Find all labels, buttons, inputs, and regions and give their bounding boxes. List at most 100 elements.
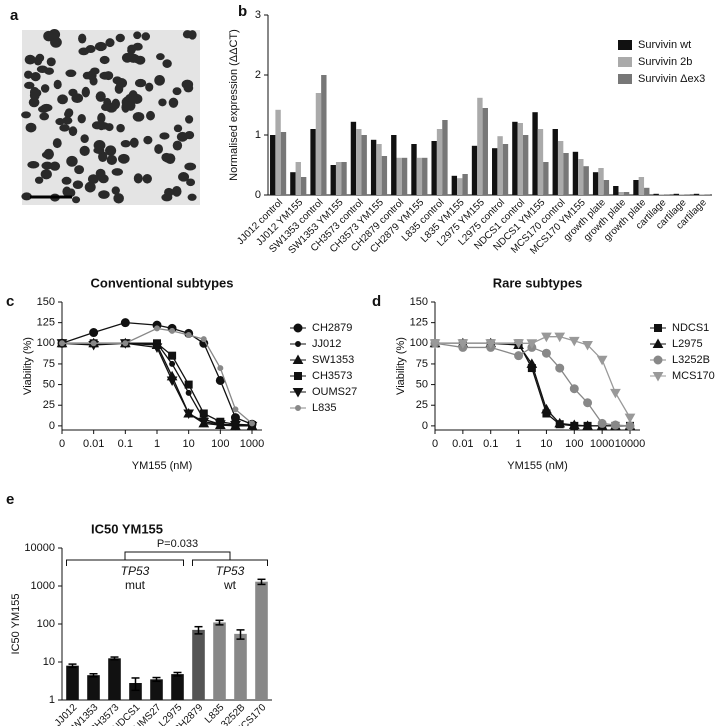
y-tick-label: 50	[416, 378, 428, 390]
cell	[39, 112, 50, 121]
cell	[64, 110, 73, 118]
bar	[658, 194, 665, 195]
cell	[34, 176, 44, 184]
cell	[78, 47, 90, 56]
cell	[185, 115, 194, 124]
chart-title: IC50 YM155	[91, 521, 163, 536]
bar	[664, 194, 670, 195]
cell	[62, 186, 72, 197]
marker	[199, 409, 208, 418]
bar	[492, 148, 498, 195]
x-tick-label: 10000	[615, 438, 646, 450]
legend-label: L835	[312, 402, 336, 414]
bar	[552, 129, 558, 195]
legend-marker	[652, 338, 664, 348]
error-bar	[173, 671, 182, 677]
marker	[217, 365, 224, 372]
cell	[24, 54, 36, 65]
cell	[133, 31, 142, 40]
error-bar	[68, 663, 77, 669]
cell	[162, 59, 172, 68]
cell	[36, 65, 49, 74]
y-tick-label: 1	[255, 129, 261, 141]
cell	[21, 192, 32, 201]
cell	[111, 186, 120, 195]
bar	[361, 135, 367, 195]
cell	[38, 105, 50, 113]
bar	[350, 121, 357, 195]
marker	[568, 419, 580, 430]
bar	[401, 157, 408, 195]
marker	[151, 343, 163, 353]
y-tick-label: 150	[410, 296, 428, 308]
y-tick-label: 75	[416, 358, 428, 370]
y-tick-label: 150	[37, 296, 55, 308]
marker	[169, 360, 176, 367]
y-tick-label: 125	[410, 317, 428, 329]
cell	[172, 185, 182, 197]
cell	[133, 173, 143, 184]
legend-marker	[654, 324, 662, 332]
x-tick-label: 0.1	[118, 438, 133, 450]
bar	[693, 193, 700, 195]
legend-marker	[652, 372, 664, 382]
cell	[146, 110, 155, 121]
y-tick-label: 50	[43, 378, 55, 390]
cell	[49, 161, 61, 171]
bar	[422, 157, 428, 195]
bar	[150, 679, 163, 700]
legend-label: L3252B	[672, 354, 710, 366]
marker	[198, 417, 210, 428]
cell	[72, 196, 81, 204]
cell	[65, 69, 77, 78]
bar	[280, 132, 287, 195]
x-axis-label: YM155 (nM)	[507, 460, 568, 472]
cell	[62, 116, 73, 125]
marker	[120, 318, 130, 328]
y-tick-label: 100	[410, 337, 428, 349]
cell	[53, 79, 62, 90]
bar	[572, 151, 579, 195]
x-tick-label: 0.01	[452, 438, 473, 450]
bar	[356, 129, 362, 195]
cell	[128, 96, 140, 104]
panel-label: c	[6, 293, 14, 310]
marker	[582, 420, 593, 430]
marker	[513, 339, 524, 349]
legend-label: Survivin wt	[638, 39, 691, 51]
bar	[391, 135, 397, 195]
cell	[95, 91, 106, 102]
legend-marker	[293, 323, 303, 333]
p-bracket	[124, 551, 231, 560]
cell	[40, 84, 50, 93]
cell	[57, 94, 68, 105]
y-axis-label: Viability (%)	[395, 337, 407, 395]
bar	[457, 178, 463, 195]
cell	[181, 79, 194, 90]
bar	[213, 622, 226, 700]
marker	[554, 417, 566, 428]
marker	[185, 389, 192, 396]
bar	[442, 120, 448, 195]
marker	[597, 418, 607, 428]
cell	[33, 56, 43, 66]
x-tick-label: 0	[432, 438, 438, 450]
cell	[173, 124, 183, 133]
legend-label: Survivin Δex3	[638, 73, 705, 85]
bar	[129, 683, 142, 700]
marker	[89, 328, 99, 338]
bar	[330, 165, 336, 195]
cell	[129, 137, 139, 148]
error-bar	[236, 629, 245, 640]
marker	[154, 325, 160, 332]
cell	[97, 173, 108, 182]
legend-label: CH2879	[312, 322, 352, 334]
error-bar	[194, 625, 203, 635]
legend-marker	[295, 341, 301, 347]
bar	[512, 121, 518, 195]
bar	[192, 629, 205, 700]
y-axis-label: Normalised expression (ΔΔCT)	[228, 29, 240, 181]
cell	[68, 126, 78, 137]
cell	[105, 145, 117, 156]
marker	[583, 398, 593, 408]
